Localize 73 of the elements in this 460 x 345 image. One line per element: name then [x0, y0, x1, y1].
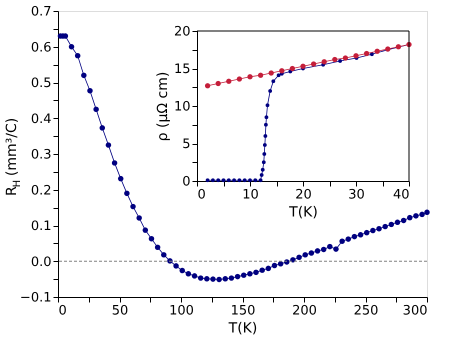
x-tick-label: 250 [354, 304, 378, 318]
y-tick-label: 0.3 [30, 148, 52, 162]
point [238, 178, 242, 182]
x-tick-label: 40 [392, 188, 410, 202]
point [226, 78, 232, 84]
y-tick-label: 0.2 [30, 183, 52, 198]
point [370, 52, 374, 56]
y-tick-label: 15 [174, 62, 190, 77]
point [253, 178, 258, 182]
y-axis-title: ρ (μΩ cm) [154, 72, 171, 142]
x-tick-label: 50 [112, 304, 128, 318]
point [353, 53, 359, 58]
point [268, 70, 274, 76]
y-tick-label: 0.7 [30, 4, 52, 20]
point [211, 178, 215, 182]
point [262, 152, 266, 156]
point [290, 66, 296, 72]
point [279, 68, 284, 74]
point [264, 122, 268, 127]
x-tick-label: 10 [242, 188, 259, 202]
x-tick-label: 0 [58, 304, 67, 318]
y-tick-label: 10 [174, 100, 190, 114]
y-axis-title: RH (mm³/C) [4, 118, 23, 196]
x-tick-label: 30 [348, 188, 365, 202]
point [374, 48, 380, 54]
point [248, 178, 252, 182]
point [338, 59, 342, 63]
point [322, 59, 327, 64]
point [226, 178, 231, 182]
x-axis-title: T(K) [288, 204, 318, 220]
point [258, 72, 264, 78]
x-tick-label: 200 [292, 304, 317, 318]
point [260, 168, 265, 172]
y-tick-label: 5 [182, 137, 190, 152]
point [266, 103, 270, 108]
y-tick-label: 0.1 [30, 219, 52, 234]
point [236, 76, 242, 82]
point [242, 178, 247, 182]
y-tick-label: 0 [182, 174, 190, 190]
point [247, 74, 253, 80]
point [222, 178, 226, 182]
point [310, 61, 316, 67]
y-tick-label: 0.5 [30, 76, 52, 91]
y-tick-label: 0.6 [30, 40, 52, 56]
y-tick-label: 20 [174, 24, 190, 40]
point [332, 56, 338, 62]
point [264, 115, 268, 120]
point [271, 79, 276, 84]
point [204, 83, 210, 88]
point [276, 73, 280, 78]
point [258, 178, 262, 182]
point [260, 173, 264, 177]
point [216, 178, 220, 182]
x-tick-label: 0 [198, 188, 206, 202]
point [364, 50, 370, 56]
point [396, 44, 402, 50]
y-tick-label: −0.1 [20, 290, 52, 306]
y-tick-label: 0.4 [30, 112, 52, 127]
y-tick-label: 0.0 [30, 254, 52, 270]
point [216, 80, 221, 86]
point [232, 178, 236, 182]
point [342, 55, 348, 61]
point [262, 160, 266, 164]
point [262, 143, 267, 147]
x-axis-title: T(K) [228, 320, 258, 336]
x-tick-label: 100 [169, 304, 194, 318]
point [264, 134, 268, 138]
x-tick-label: 150 [230, 304, 256, 318]
point [268, 89, 272, 93]
point [206, 178, 210, 182]
x-tick-label: 20 [295, 188, 312, 202]
point [300, 64, 306, 69]
x-tick-label: 300 [402, 304, 428, 318]
